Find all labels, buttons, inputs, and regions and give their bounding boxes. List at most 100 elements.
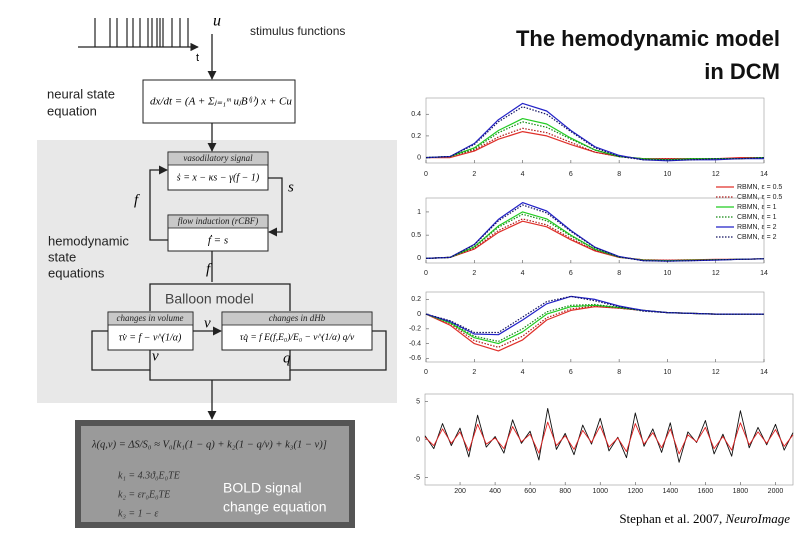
input-label: u xyxy=(213,13,221,30)
x-tick-label: 800 xyxy=(559,488,571,495)
x-tick-label: 2 xyxy=(472,171,476,178)
series-line xyxy=(426,131,764,160)
box-header xyxy=(167,214,269,229)
charts: 0 0.2 0.4 0 2 4 6 8 10 12 14 RBMN, ε = 0.5 CBMN, ε =… xyxy=(409,97,794,495)
y-tick-label: -0.6 xyxy=(409,355,421,362)
series-line xyxy=(425,213,765,262)
legend-label: RBMN, ε = 2 xyxy=(737,224,777,231)
plot-frame xyxy=(425,197,765,264)
neural-label: neural state xyxy=(47,86,115,101)
series-line xyxy=(425,305,764,348)
neural-label: equation xyxy=(47,103,97,118)
series-line xyxy=(425,220,765,261)
x-tick-label: 400 xyxy=(489,488,501,495)
series-line xyxy=(425,127,765,160)
balloon-label: Balloon model xyxy=(165,291,254,307)
x-tick-label: 14 xyxy=(760,270,768,277)
x-tick-label: 6 xyxy=(569,270,573,277)
citation: Stephan et al. 2007, NeuroImage xyxy=(619,511,790,526)
box-header xyxy=(167,151,269,166)
x-tick-label: 600 xyxy=(524,488,536,495)
stimulus-train xyxy=(78,18,199,52)
citation-journal: NeuroImage xyxy=(724,511,790,526)
x-tick-label: 1800 xyxy=(733,488,749,495)
plot-frame xyxy=(425,97,765,164)
signal-v: v xyxy=(204,315,211,331)
y-tick-label: -0.2 xyxy=(409,326,421,333)
x-tick-label: 4 xyxy=(521,369,525,376)
arrow xyxy=(268,177,283,237)
series-line xyxy=(425,102,764,162)
legend-label: CBMN, ε = 1 xyxy=(737,214,777,221)
neural-equation: dx/dt = (A + Σⱼ₌₁ᵐ uⱼB⁽ʲ⁾) x + Cu xyxy=(150,96,292,108)
box-header xyxy=(107,311,194,326)
x-tick-label: 6 xyxy=(569,369,573,376)
neural-box xyxy=(142,79,296,124)
box-header xyxy=(221,311,373,326)
bold-equation: λ(q,v) = ΔS/S₀ ≈ V₀[k₁(1 − q) + k₂(1 − q… xyxy=(91,439,327,450)
citation-authors: Stephan et al. 2007, xyxy=(619,511,722,526)
hemodynamic-label: hemodynamic xyxy=(48,233,129,248)
bold-constant: k₁ = 4.3ϑ₀E₀TE xyxy=(118,470,180,481)
x-tick-label: 0 xyxy=(424,369,428,376)
series-line xyxy=(425,202,765,262)
x-tick-label: 12 xyxy=(712,369,720,376)
slide-title: in DCM xyxy=(704,59,780,84)
y-tick-label: 0.5 xyxy=(411,232,421,239)
hemodynamic-label: equations xyxy=(48,265,105,280)
x-tick-label: 12 xyxy=(712,270,720,277)
x-tick-label: 10 xyxy=(664,270,672,277)
bold-constant: k₃ = 1 − ε xyxy=(118,508,158,519)
x-tick-label: 1400 xyxy=(663,488,679,495)
legend-label: RBMN, ε = 1 xyxy=(737,204,777,211)
bold-box-inner xyxy=(81,426,349,522)
x-tick-label: 4 xyxy=(521,270,525,277)
wire xyxy=(149,283,291,311)
slide-title: The hemodynamic model xyxy=(516,26,780,51)
x-tick-label: 14 xyxy=(760,171,768,178)
plot-frame xyxy=(424,393,794,486)
wire xyxy=(289,330,387,371)
signal-v: v xyxy=(152,348,159,364)
dhb-header: changes in dHb xyxy=(269,313,326,323)
flow-equation: ḟ = s xyxy=(208,235,228,247)
series-line xyxy=(425,204,765,262)
y-tick-label: 0 xyxy=(417,154,421,161)
volume-equation: τv̇ = f − v^(1/α) xyxy=(119,332,182,343)
series-line xyxy=(425,211,765,262)
y-tick-label: -0.4 xyxy=(409,340,421,347)
stimulus-label: stimulus functions xyxy=(250,24,345,38)
series-line xyxy=(425,303,764,342)
x-tick-label: 2 xyxy=(472,369,476,376)
x-tick-label: 0 xyxy=(424,270,428,277)
dhb-equation: τq̇ = f E(f,E₀)/E₀ − v^(1/α) q/v xyxy=(240,332,355,343)
x-tick-label: 6 xyxy=(569,171,573,178)
x-tick-label: 1000 xyxy=(592,488,608,495)
x-tick-label: 8 xyxy=(617,171,621,178)
y-tick-label: 0.2 xyxy=(411,133,421,140)
y-tick-label: 0 xyxy=(417,311,421,318)
y-tick-label: 0.2 xyxy=(411,296,421,303)
arrow xyxy=(149,165,168,241)
bold-constant: k₂ = εr₀E₀TE xyxy=(118,489,170,500)
hemodynamic-label: state xyxy=(48,249,76,264)
legend-label: RBMN, ε = 0.5 xyxy=(737,184,782,191)
signal-s: s xyxy=(288,179,294,195)
legend-label: CBMN, ε = 2 xyxy=(737,234,777,241)
series-line xyxy=(425,295,764,336)
y-tick-label: 0.4 xyxy=(411,111,421,118)
x-tick-label: 0 xyxy=(424,171,428,178)
bold-label: BOLD signal xyxy=(223,480,302,496)
series-line xyxy=(425,306,764,352)
x-tick-label: 1600 xyxy=(698,488,714,495)
series-line xyxy=(425,118,765,161)
bold-label: change equation xyxy=(223,499,327,515)
y-tick-label: 0 xyxy=(417,255,421,262)
legend-label: CBMN, ε = 0.5 xyxy=(737,194,782,201)
x-tick-label: 12 xyxy=(712,171,720,178)
wire xyxy=(91,330,151,371)
volume-header: changes in volume xyxy=(117,313,184,323)
y-tick-label: -5 xyxy=(414,474,420,481)
y-tick-label: 0 xyxy=(416,436,420,443)
